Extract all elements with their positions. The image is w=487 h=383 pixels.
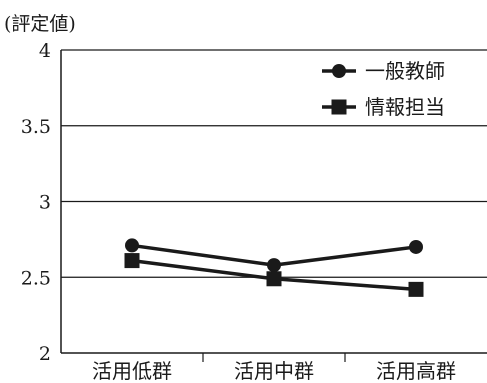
data-point-s0-1 [267, 258, 281, 273]
y-tick-label-2: 3 [39, 192, 51, 214]
legend-marker-1 [331, 99, 347, 115]
y-tick-label-4: 4 [39, 40, 51, 62]
y-tick-label-0: 2 [39, 343, 51, 365]
y-tick-label-3: 3.5 [21, 116, 51, 138]
series-lines [124, 238, 424, 297]
data-point-s0-2 [409, 239, 423, 254]
legend-label-1: 情報担当 [365, 95, 445, 119]
axes [60, 50, 487, 362]
x-tick-label-2: 活用高群 [376, 359, 456, 383]
x-tick-label-1: 活用中群 [234, 359, 314, 383]
data-point-s1-0 [124, 253, 140, 269]
y-tick-label-1: 2.5 [21, 267, 51, 289]
data-point-s0-0 [125, 238, 139, 253]
data-point-s1-1 [266, 271, 282, 287]
legend-label-0: 一般教師 [365, 59, 445, 83]
legend-marker-0 [332, 64, 346, 78]
y-tick-labels: 2 2.5 3 3.5 4 [21, 40, 51, 365]
x-tick-labels: 活用低群 活用中群 活用高群 [92, 359, 456, 383]
y-axis-label: (評定値) [4, 13, 76, 35]
data-point-s1-2 [408, 281, 424, 297]
grid-lines [61, 49, 487, 278]
x-tick-label-0: 活用低群 [92, 359, 172, 383]
